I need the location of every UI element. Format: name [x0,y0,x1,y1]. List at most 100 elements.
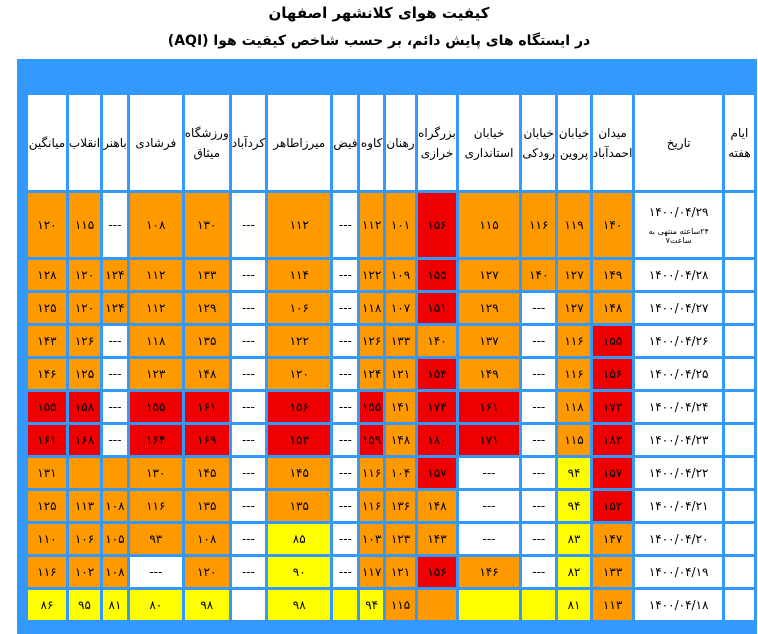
aqi-value-cell: --- [458,491,520,521]
aqi-value-cell: ۱۳۳ [184,260,229,290]
aqi-value-cell: ۱۴۷ [592,524,633,554]
column-header: تاریخ [635,95,722,190]
aqi-value-cell: ۱۴۸ [418,491,456,521]
aqi-value-cell: ۱۵۶ [418,557,456,587]
aqi-value-cell: ۱۱۲ [268,193,331,257]
date-text: ۱۴۰۰/۰۴/۲۴ [648,400,709,414]
aqi-value-cell: ۱۵۷ [592,458,633,488]
aqi-value-cell: ۱۱۵ [385,590,416,620]
aqi-value-cell: ۱۲۱ [385,359,416,389]
aqi-value-cell: --- [103,326,127,356]
aqi-value-cell: ۱۷۲ [592,392,633,422]
aqi-value-cell: ۸۲ [558,557,590,587]
weekday-cell [724,293,754,323]
aqi-value-cell: ۸۱ [103,590,127,620]
column-header: خیابان استانداری [458,95,520,190]
aqi-value-cell: ۱۳۱ [28,458,66,488]
aqi-value-cell: ۱۳۶ [385,491,416,521]
aqi-value-cell: ۱۲۲ [268,326,331,356]
aqi-table: ایام هفته تاریخ میدان احمدآباد خیابان پروین… [25,92,757,623]
date-cell: ۱۴۰۰/۰۴/۲۹ ۲۴ساعته منتهی به ساعت۷ [635,193,722,257]
page-title: کیفیت هوای کلانشهر اصفهان [268,4,490,22]
aqi-value-cell: ۱۵۵ [360,392,383,422]
weekday-cell [724,557,754,587]
aqi-value-cell: ۱۱۶ [558,326,590,356]
date-text: ۱۴۰۰/۰۴/۲۰ [648,532,709,546]
aqi-value-cell: --- [129,557,182,587]
aqi-value-cell: ۱۰۸ [103,557,127,587]
aqi-value-cell: ۱۲۹ [458,293,520,323]
table-row: ۱۴۰۰/۰۴/۲۳ ۱۸۳ ۱۱۵ --- ۱۷۱ ۱۸۰ ۱۴۸ ۱۵۹ --- ۱۵۳ ---… [28,425,754,455]
aqi-value-cell: --- [333,359,358,389]
aqi-value-cell: ۱۱۵ [458,193,520,257]
aqi-value-cell: --- [103,392,127,422]
aqi-value-cell: --- [231,392,266,422]
table-row: ۱۴۰۰/۰۴/۲۵ ۱۵۶ ۱۱۶ --- ۱۴۹ ۱۵۴ ۱۲۱ ۱۲۴ --- ۱۲۰ ---… [28,359,754,389]
aqi-value-cell: ۱۰۸ [184,524,229,554]
aqi-table-container: ایام هفته تاریخ میدان احمدآباد خیابان پروین… [17,89,757,634]
aqi-value-cell: ۹۵ [68,590,101,620]
aqi-value-cell: ۱۵۲ [592,491,633,521]
aqi-value-cell: --- [333,260,358,290]
date-text: ۱۴۰۰/۰۴/۲۷ [648,301,709,315]
aqi-value-cell: ۱۱۷ [360,557,383,587]
aqi-value-cell: ۱۰۱ [385,193,416,257]
aqi-value-cell: ۱۴۵ [268,458,331,488]
aqi-value-cell: --- [522,359,556,389]
table-row: ۱۴۰۰/۰۴/۱۹ ۱۳۳ ۸۲ --- ۱۴۶ ۱۵۶ ۱۲۱ ۱۱۷ --- ۹۰ --- ۱۲… [28,557,754,587]
aqi-value-cell: ۱۲۴ [360,359,383,389]
weekday-cell [724,260,754,290]
aqi-value-cell: ۱۳۳ [592,557,633,587]
aqi-value-cell: ۱۳۳ [385,326,416,356]
date-cell: ۱۴۰۰/۰۴/۲۴ [635,392,722,422]
date-text: ۱۴۰۰/۰۴/۲۶ [648,334,709,348]
aqi-value-cell: ۱۱۸ [129,326,182,356]
aqi-value-cell: --- [231,260,266,290]
aqi-value-cell: ۱۱۸ [558,392,590,422]
aqi-value-cell: --- [231,557,266,587]
weekday-cell [724,392,754,422]
table-body: ۱۴۰۰/۰۴/۲۹ ۲۴ساعته منتهی به ساعت۷ ۱۴۰ ۱۱۹ ۱۱… [28,193,754,620]
weekday-cell [724,458,754,488]
aqi-value-cell [522,590,556,620]
aqi-value-cell: ۱۵۵ [418,260,456,290]
aqi-value-cell: ۱۲۰ [268,359,331,389]
date-cell: ۱۴۰۰/۰۴/۲۳ [635,425,722,455]
aqi-value-cell: ۱۴۰ [522,260,556,290]
aqi-value-cell: ۱۴۹ [592,260,633,290]
column-header: میدان احمدآباد [592,95,633,190]
aqi-value-cell: ۱۶۱ [458,392,520,422]
aqi-value-cell: ۱۱۶ [522,193,556,257]
aqi-value-cell: --- [333,524,358,554]
aqi-value-cell: ۱۳۵ [184,326,229,356]
date-text: ۱۴۰۰/۰۴/۲۱ [648,499,709,513]
table-row: ۱۴۰۰/۰۴/۲۰ ۱۴۷ ۸۳ --- --- ۱۴۳ ۱۲۳ ۱۰۳ --- ۸۵ --- ۱۰… [28,524,754,554]
aqi-value-cell: ۸۵ [268,524,331,554]
aqi-value-cell: ۱۵۵ [28,392,66,422]
aqi-value-cell: ۱۱۵ [68,193,101,257]
aqi-value-cell [68,458,101,488]
column-header: کاوه [360,95,383,190]
aqi-value-cell: ۹۴ [360,590,383,620]
aqi-value-cell: ۱۲۱ [385,557,416,587]
date-text: ۱۴۰۰/۰۴/۲۳ [648,433,709,447]
date-text: ۱۴۰۰/۰۴/۲۸ [648,268,709,282]
aqi-value-cell: --- [522,524,556,554]
aqi-value-cell: ۱۱۵ [558,425,590,455]
aqi-value-cell: --- [522,425,556,455]
aqi-value-cell: ۱۵۱ [418,293,456,323]
aqi-value-cell: --- [522,293,556,323]
aqi-value-cell: ۱۳۰ [184,193,229,257]
aqi-value-cell: --- [231,524,266,554]
column-header: رهنان [385,95,416,190]
aqi-value-cell: ۱۷۱ [458,425,520,455]
aqi-value-cell: ۱۰۲ [68,557,101,587]
date-text: ۱۴۰۰/۰۴/۱۹ [648,565,709,579]
aqi-value-cell: ۱۲۵ [28,491,66,521]
aqi-value-cell: ۹۴ [558,458,590,488]
date-cell: ۱۴۰۰/۰۴/۱۸ [635,590,722,620]
aqi-value-cell: --- [333,491,358,521]
table-row: ۱۴۰۰/۰۴/۲۴ ۱۷۲ ۱۱۸ --- ۱۶۱ ۱۷۴ ۱۴۱ ۱۵۵ --- ۱۵۶ ---… [28,392,754,422]
aqi-value-cell: ۱۱۳ [68,491,101,521]
aqi-value-cell: ۱۱۲ [360,193,383,257]
